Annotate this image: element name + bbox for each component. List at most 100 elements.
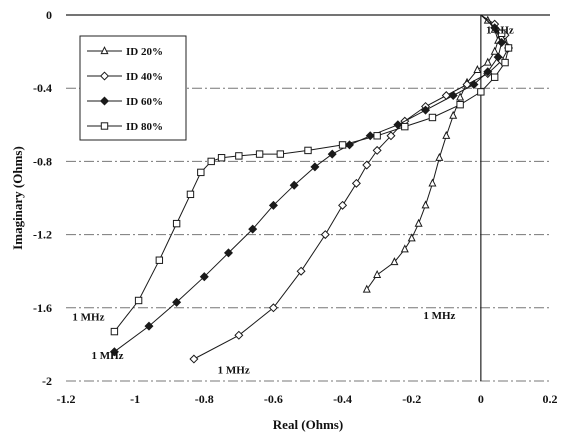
legend-label: ID 20%	[126, 46, 163, 58]
data-point	[372, 145, 382, 155]
annotation-label: 1 MHz	[423, 310, 455, 322]
data-point	[390, 257, 399, 266]
data-point	[197, 168, 205, 177]
series-layer	[109, 14, 514, 364]
data-point	[386, 131, 396, 141]
y-tick-label: -1.6	[33, 301, 52, 315]
legend-label: ID 80%	[126, 121, 163, 133]
data-point	[155, 256, 164, 264]
grid-layer	[66, 87, 550, 382]
legend-label: ID 60%	[126, 96, 163, 108]
data-point	[189, 354, 199, 364]
data-point	[490, 46, 499, 55]
data-point	[289, 180, 299, 190]
data-point	[373, 269, 382, 278]
data-point	[217, 154, 226, 162]
data-point	[504, 44, 513, 52]
data-point	[365, 131, 375, 141]
legend-item: ID 40%	[87, 71, 163, 83]
y-tick-label: -1.2	[33, 228, 52, 242]
data-point	[373, 132, 381, 140]
legend-marker	[99, 96, 110, 106]
x-tick-label: 0.2	[543, 392, 558, 406]
data-point	[320, 230, 330, 240]
data-point	[497, 37, 507, 47]
data-point	[134, 296, 143, 305]
data-point	[497, 29, 506, 38]
annotation-label: 1 MHz	[218, 365, 250, 377]
legend-item: ID 60%	[87, 96, 163, 108]
legend-marker	[100, 46, 109, 55]
data-point	[469, 80, 479, 90]
data-point	[477, 88, 485, 96]
annotation-label: 1 kHz	[486, 24, 514, 36]
series-2	[189, 14, 514, 364]
legend-marker	[100, 122, 109, 130]
data-point	[428, 113, 437, 122]
data-point	[109, 347, 119, 357]
data-point	[207, 157, 215, 166]
y-tick-label: -0.8	[33, 154, 52, 168]
data-point	[407, 233, 416, 242]
data-point	[421, 105, 431, 115]
data-point	[351, 178, 361, 188]
x-tick-label: -1	[130, 392, 140, 406]
data-point	[456, 100, 464, 109]
data-point	[235, 152, 243, 160]
data-point	[144, 321, 154, 331]
x-tick-label: 0	[478, 392, 484, 406]
x-tick-label: -0.2	[402, 392, 421, 406]
data-point	[234, 330, 244, 340]
legend-item: ID 20%	[87, 46, 163, 58]
data-point	[362, 160, 372, 170]
data-point	[483, 57, 492, 66]
data-point	[268, 200, 278, 210]
y-tick-label: 0	[46, 8, 52, 22]
data-point	[501, 58, 509, 67]
data-point	[401, 122, 409, 131]
data-point	[327, 149, 337, 159]
data-point	[296, 266, 306, 276]
data-point	[428, 178, 437, 187]
data-point	[310, 162, 320, 172]
x-tick-label: -0.6	[264, 392, 283, 406]
data-point	[483, 67, 493, 77]
data-point	[110, 327, 119, 336]
legend-item: ID 80%	[87, 121, 163, 133]
tick-layer: -1.2 -1 -0.8 -0.6 -0.4 -0.2 0 0.20-0.4-0.8-1.2-…	[33, 8, 558, 406]
y-tick-label: -0.4	[33, 81, 52, 95]
data-point	[490, 73, 499, 81]
data-point	[393, 120, 403, 130]
data-point	[448, 91, 458, 101]
x-tick-label: -0.4	[333, 392, 352, 406]
annotation-label: 1 MHz	[91, 350, 123, 362]
annotation-layer: 1 kHz 1 MHz 1 MHz 1 MHz 1 MHz	[72, 24, 513, 376]
legend-items: ID 20% ID 40% ID 60% ID 80%	[87, 46, 163, 133]
data-point	[186, 190, 195, 199]
legend-box	[79, 35, 187, 141]
data-point	[435, 152, 444, 161]
data-point	[449, 110, 458, 119]
x-tick-label: -1.2	[57, 392, 76, 406]
legend: ID 20% ID 40% ID 60% ID 80%	[79, 35, 187, 141]
data-point	[172, 297, 182, 307]
data-point	[442, 130, 451, 139]
annotation-label: 1 MHz	[72, 312, 104, 324]
data-point	[268, 303, 278, 313]
data-point	[473, 64, 482, 73]
x-axis-title: Real (Ohms)	[273, 417, 343, 432]
x-tick-label: -0.8	[195, 392, 214, 406]
series-line	[366, 14, 499, 290]
data-point	[421, 200, 430, 209]
data-point	[223, 248, 233, 258]
y-tick-label: -2	[42, 374, 52, 388]
data-point	[414, 218, 423, 227]
data-point	[456, 92, 465, 101]
legend-marker	[99, 71, 110, 81]
data-point	[276, 150, 285, 158]
axes-layer	[66, 14, 550, 381]
data-point	[304, 146, 312, 155]
data-point	[338, 200, 348, 210]
data-point	[248, 224, 258, 234]
